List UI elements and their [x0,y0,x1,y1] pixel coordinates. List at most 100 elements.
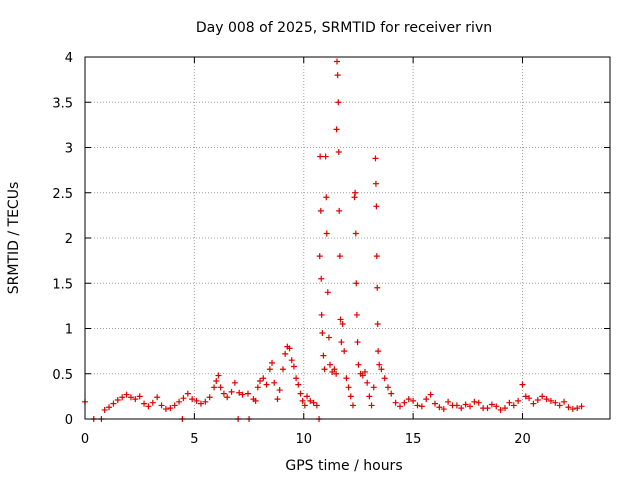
x-axis-label: GPS time / hours [285,458,402,474]
data-point [372,180,379,187]
data-point [322,153,329,160]
data-point [236,389,243,396]
y-tick-label: 1 [65,323,73,338]
data-point [202,398,209,405]
data-point [136,393,143,400]
data-point [231,379,238,386]
data-point [318,275,325,282]
data-point [239,391,246,398]
data-point [475,399,482,406]
data-point [392,399,399,406]
data-point [462,401,469,408]
data-point [228,388,235,395]
y-axis-label: SRMTID / TECUs [6,182,22,295]
data-point [301,402,308,409]
data-point [368,402,375,409]
data-point [359,372,366,379]
data-point [458,405,465,412]
data-point [534,396,541,403]
x-tick-label: 20 [514,432,531,447]
data-point [180,395,187,402]
data-point [318,311,325,318]
data-point [334,58,340,65]
data-point [578,403,585,410]
data-point [378,366,385,373]
data-point [215,372,222,379]
data-point [352,230,359,237]
data-point [327,361,333,368]
data-point [351,194,358,201]
data-point [184,390,191,397]
data-point [149,399,156,406]
data-point [317,207,324,214]
data-point [213,377,220,384]
data-point [288,357,295,364]
y-tick-label: 4 [65,51,73,66]
data-point [335,149,342,156]
data-point [310,399,317,406]
chart-title: Day 008 of 2025, SRMTID for receiver riv… [196,20,492,36]
data-point [167,405,174,412]
data-point [304,393,311,400]
data-point [274,396,281,403]
y-tick-label: 0 [65,413,73,428]
axis-ticks: 0 0.5 1 1.5 2 2.5 3 3.5 4 0 5 10 15 20 [52,51,610,447]
data-point [211,384,218,391]
data-point [114,396,121,403]
x-tick-label: 15 [405,432,422,447]
data-point [370,384,377,391]
data-point [336,207,343,214]
data-point [145,403,152,410]
data-point [316,253,323,260]
data-point [372,155,379,162]
data-point [376,361,383,368]
data-point [418,403,425,410]
data-point [374,320,381,327]
data-point [123,391,130,398]
data-point [355,361,362,368]
y-tick-label: 3 [65,142,73,157]
data-point [293,375,300,382]
data-point [320,352,327,359]
data-point [345,384,352,391]
data-point [334,72,341,79]
x-tick-label: 5 [190,432,198,447]
data-point [510,402,517,409]
data-point [530,400,537,407]
data-point [276,387,283,394]
data-point [375,348,382,355]
y-tick-label: 3.5 [52,96,73,111]
data-point [565,404,572,411]
data-point [384,384,391,391]
data-point [414,402,421,409]
data-point [467,403,473,410]
data-point [297,390,304,397]
data-point [471,398,478,405]
data-point [388,390,395,397]
data-point [526,395,533,402]
data-point [171,402,178,409]
data-point [574,405,581,412]
data-point [436,404,443,411]
data-point [323,194,330,201]
data-point [325,334,332,341]
data-point [197,400,204,407]
data-point [547,397,554,404]
data-point [324,289,331,296]
y-tick-label: 1.5 [52,277,73,292]
data-point [106,404,113,411]
data-point [313,402,320,409]
data-point [556,402,563,409]
data-point [539,393,546,400]
grid [85,57,610,419]
data-point [260,375,267,382]
data-point [132,396,139,403]
data-point [349,402,356,409]
data-point [343,375,350,382]
data-point [321,366,328,373]
data-point [353,280,360,287]
data-point [282,350,289,357]
data-point [381,375,388,382]
